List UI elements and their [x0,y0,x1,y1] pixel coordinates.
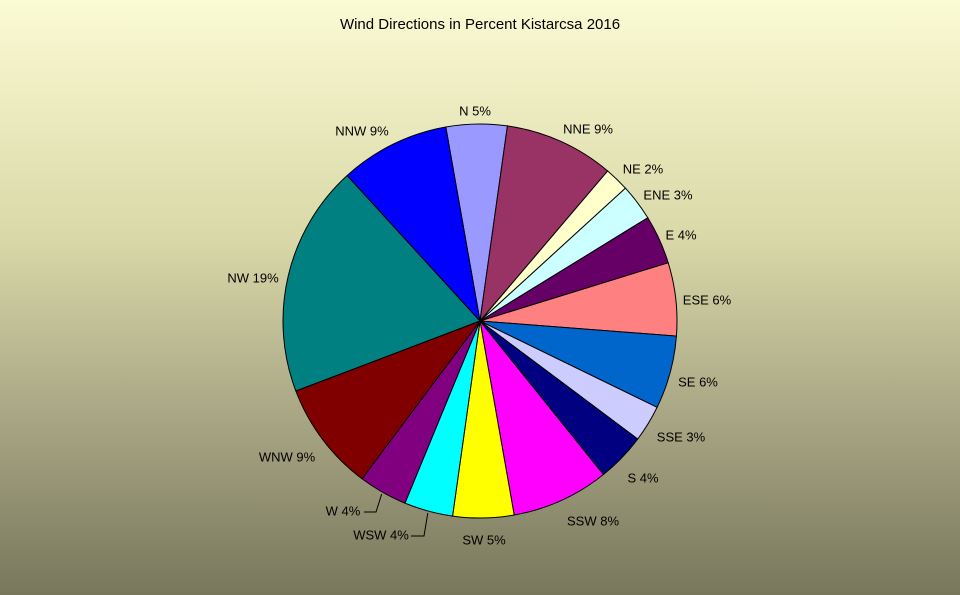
slice-label-ene: ENE 3% [643,187,693,202]
pie-slice-ssw [479,320,605,516]
slice-label-nw: NW 19% [227,270,279,285]
slice-label-sse: SSE 3% [657,429,706,444]
slice-label-w: W 4% [326,503,361,518]
leader-line-w [364,493,383,513]
slice-label-n: N 5% [459,103,491,118]
pie-slice-nw [282,174,481,392]
pie-slice-nne [479,125,609,323]
slice-label-nnw: NNW 9% [335,123,389,138]
leader-line-wsw [411,512,429,537]
pie-slice-nnw [346,126,481,323]
slice-label-ssw: SSW 8% [567,513,619,528]
slice-label-ese: ESE 6% [683,292,732,307]
chart-title: Wind Directions in Percent Kistarcsa 201… [339,16,621,33]
pie-slice-wnw [295,319,482,480]
leader-lines [364,493,429,537]
slice-label-se: SE 6% [678,374,718,389]
slice-label-wnw: WNW 9% [259,449,316,464]
slice-label-ne: NE 2% [623,161,664,176]
slice-label-wsw: WSW 4% [353,527,409,542]
slice-label-e: E 4% [665,227,697,242]
slice-label-s: S 4% [627,470,659,485]
slice-label-nne: NNE 9% [563,121,613,136]
slice-label-sw: SW 5% [462,532,506,547]
slice-labels: N 5% NNE 9% NE 2% ENE 3% E 4% ESE 6% SE 6% SSE … [227,103,731,547]
pie-slices [282,123,678,519]
